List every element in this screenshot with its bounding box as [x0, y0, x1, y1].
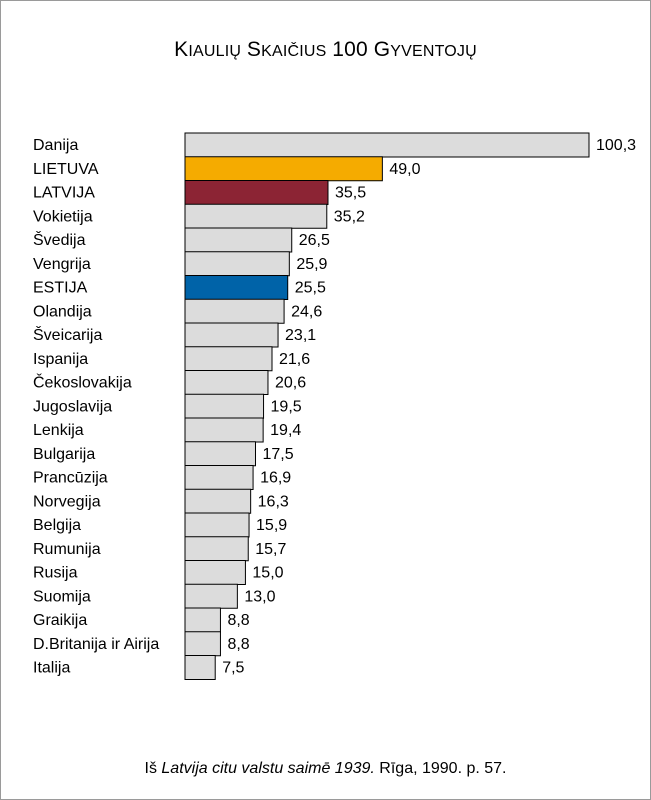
bar: [184, 465, 254, 490]
bar: [184, 536, 249, 562]
bar: [184, 132, 590, 158]
value-label: 25,5: [295, 280, 326, 297]
category-label: Danija: [33, 137, 78, 154]
bar: [184, 346, 273, 372]
bar: [184, 156, 383, 182]
value-label: 16,3: [258, 493, 289, 510]
category-label: Vokietija: [33, 208, 93, 225]
category-label: LATVIJA: [33, 185, 95, 202]
value-label: 25,9: [296, 256, 327, 273]
bar: [184, 417, 264, 443]
chart-title: KIAULIŲ SKAIČIUS 100 GYVENTOJŲ: [0, 38, 651, 62]
category-label: Jugoslavija: [33, 398, 112, 415]
bar: [184, 275, 289, 300]
bar: [184, 203, 328, 229]
value-label: 7,5: [222, 660, 244, 677]
title-text: KIAULIŲ SKAIČIUS 100 GYVENTOJŲ: [174, 38, 477, 61]
source-work: Latvija citu valstu saimē 1939.: [161, 760, 375, 777]
value-label: 24,6: [291, 303, 322, 320]
value-label: 15,7: [255, 541, 286, 558]
bar: [184, 655, 216, 680]
bar: [184, 631, 221, 657]
category-label: Lenkija: [33, 422, 84, 439]
value-label: 16,9: [260, 470, 291, 487]
category-label: Norvegija: [33, 493, 101, 510]
value-label: 19,4: [270, 422, 301, 439]
category-label: Suomija: [33, 588, 91, 605]
category-label: Olandija: [33, 303, 92, 320]
category-label: Graikija: [33, 612, 87, 629]
value-label: 20,6: [275, 375, 306, 392]
value-label: 21,6: [279, 351, 310, 368]
value-label: 8,8: [227, 612, 249, 629]
category-label: Švedija: [33, 230, 86, 249]
bar: [184, 441, 256, 467]
category-label: Vengrija: [33, 256, 91, 273]
value-label: 49,0: [389, 161, 420, 178]
category-label: Rusija: [33, 565, 78, 582]
category-label: Čekoslovakija: [33, 373, 132, 392]
value-label: 19,5: [271, 398, 302, 415]
bar: [184, 180, 329, 205]
bar: [184, 583, 238, 609]
value-label: 23,1: [285, 327, 316, 344]
source-prefix: Iš: [144, 760, 162, 777]
category-label: ESTIJA: [33, 280, 88, 297]
category-label: Prancūzija: [33, 470, 108, 487]
bar-group: Danija 100,3 LIETUVA 49,0 LATVIJA 35,5 Vokieti…: [33, 132, 636, 680]
source-note: Iš Latvija citu valstu saimē 1939. Rīga,…: [0, 760, 651, 778]
source-rest: Rīga, 1990. p. 57.: [374, 760, 507, 777]
bar: [184, 393, 265, 419]
category-label: Italija: [33, 660, 70, 677]
value-label: 15,0: [252, 565, 283, 582]
value-label: 35,2: [334, 208, 365, 225]
category-label: D.Britanija ir Airija: [33, 636, 159, 653]
value-label: 15,9: [256, 517, 287, 534]
bar: [184, 322, 279, 348]
value-label: 100,3: [596, 137, 636, 154]
bar: [184, 251, 290, 277]
bar: [184, 298, 285, 324]
bar: [184, 560, 246, 585]
bar: [184, 227, 293, 253]
category-label: Šveicarija: [33, 325, 102, 344]
bar: [184, 488, 252, 514]
bar: [184, 607, 221, 633]
category-label: Bulgarija: [33, 446, 95, 463]
value-label: 13,0: [244, 588, 275, 605]
category-label: Belgija: [33, 517, 81, 534]
bar: [184, 512, 250, 538]
value-label: 35,5: [335, 185, 366, 202]
category-label: Ispanija: [33, 351, 88, 368]
value-label: 8,8: [227, 636, 249, 653]
category-label: LIETUVA: [33, 161, 99, 178]
value-label: 26,5: [299, 232, 330, 249]
value-label: 17,5: [262, 446, 293, 463]
bar: [184, 370, 269, 395]
category-label: Rumunija: [33, 541, 101, 558]
